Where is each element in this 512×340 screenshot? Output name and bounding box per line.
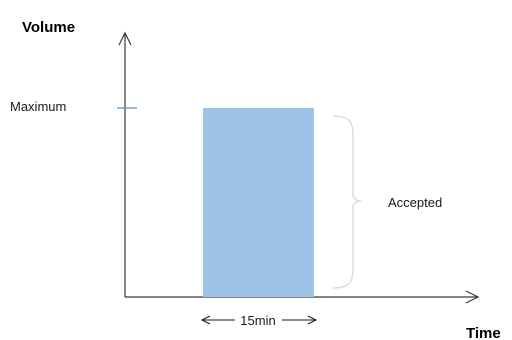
volume-block (203, 108, 314, 297)
x-axis-arrowhead (465, 290, 480, 304)
maximum-label: Maximum (10, 99, 66, 114)
y-axis-title: Volume (22, 19, 75, 36)
duration-arrowhead-left (200, 315, 211, 325)
y-axis-arrowhead (118, 31, 132, 46)
accepted-label: Accepted (388, 195, 442, 210)
duration-label: 15min (240, 313, 275, 328)
accepted-brace (332, 115, 362, 289)
duration-arrowhead-right (307, 315, 318, 325)
x-axis-title: Time (466, 325, 501, 340)
